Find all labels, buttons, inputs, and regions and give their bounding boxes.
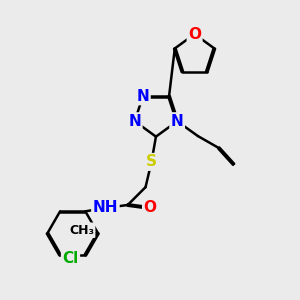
Text: Cl: Cl xyxy=(62,250,79,266)
Text: CH₃: CH₃ xyxy=(69,224,94,237)
Text: N: N xyxy=(128,114,141,129)
Text: N: N xyxy=(136,89,149,104)
Text: O: O xyxy=(143,200,157,215)
Text: S: S xyxy=(146,154,157,169)
Text: NH: NH xyxy=(93,200,118,215)
Text: O: O xyxy=(188,27,201,42)
Text: N: N xyxy=(171,114,184,129)
